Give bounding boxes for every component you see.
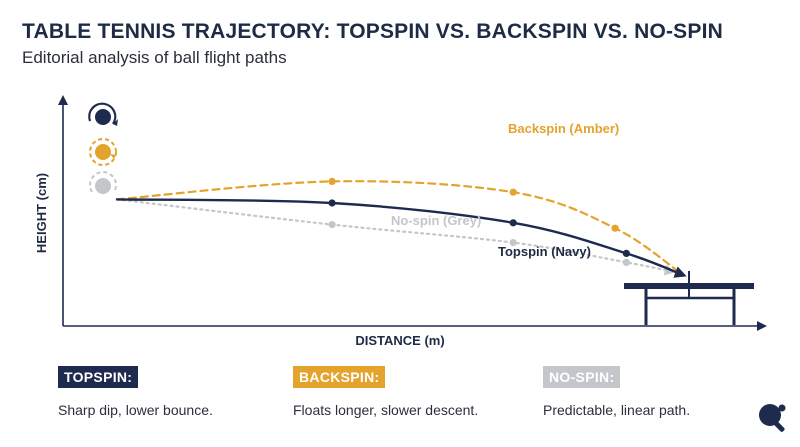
data-point-no-spin-grey-1	[328, 221, 336, 229]
data-point-topspin-navy-1	[328, 199, 336, 207]
data-point-backspin-amber-3	[611, 224, 619, 232]
legend-tag-topspin: TOPSPIN:	[58, 366, 139, 388]
data-point-no-spin-grey-3	[622, 258, 631, 266]
series-label-topspin: Topspin (Navy)	[498, 244, 591, 259]
x-axis-label: DISTANCE (m)	[355, 333, 444, 348]
legend-desc-no-spin: Predictable, linear path.	[543, 402, 691, 418]
paddle-icon	[759, 404, 786, 432]
legend-desc-backspin: Floats longer, slower descent.	[293, 402, 479, 418]
data-point-no-spin-grey-2	[509, 239, 517, 247]
series-line-backspin-amber	[115, 180, 685, 277]
topspin-ball-icon	[88, 102, 118, 126]
y-axis-label: HEIGHT (cm)	[34, 173, 49, 253]
table-tennis-table-icon	[624, 271, 754, 325]
data-point-backspin-amber-1	[328, 177, 336, 185]
backspin-ball-icon	[89, 138, 117, 166]
legend-tag-no-spin: NO-SPIN:	[543, 366, 621, 388]
series-line-topspin-navy	[115, 198, 687, 278]
chart-subtitle: Editorial analysis of ball flight paths	[22, 48, 287, 67]
legend-tag-backspin: BACKSPIN:	[293, 366, 386, 388]
legend-backspin: BACKSPIN: Floats longer, slower descent.	[293, 366, 478, 418]
series-label-backspin: Backspin (Amber)	[508, 121, 619, 136]
chart-title: TABLE TENNIS TRAJECTORY: TOPSPIN VS. BAC…	[22, 20, 723, 43]
series-line-no-spin-grey	[115, 198, 676, 276]
legend-topspin: TOPSPIN: Sharp dip, lower bounce.	[58, 366, 213, 418]
data-point-topspin-navy-2	[509, 219, 517, 227]
data-point-backspin-amber-2	[509, 188, 517, 196]
data-point-topspin-navy-3	[622, 249, 631, 257]
no-spin-ball-icon	[89, 171, 117, 194]
legend-no-spin: NO-SPIN: Predictable, linear path.	[543, 366, 690, 418]
legend-desc-topspin: Sharp dip, lower bounce.	[58, 402, 213, 418]
series-label-no-spin: No-spin (Grey)	[391, 213, 481, 228]
